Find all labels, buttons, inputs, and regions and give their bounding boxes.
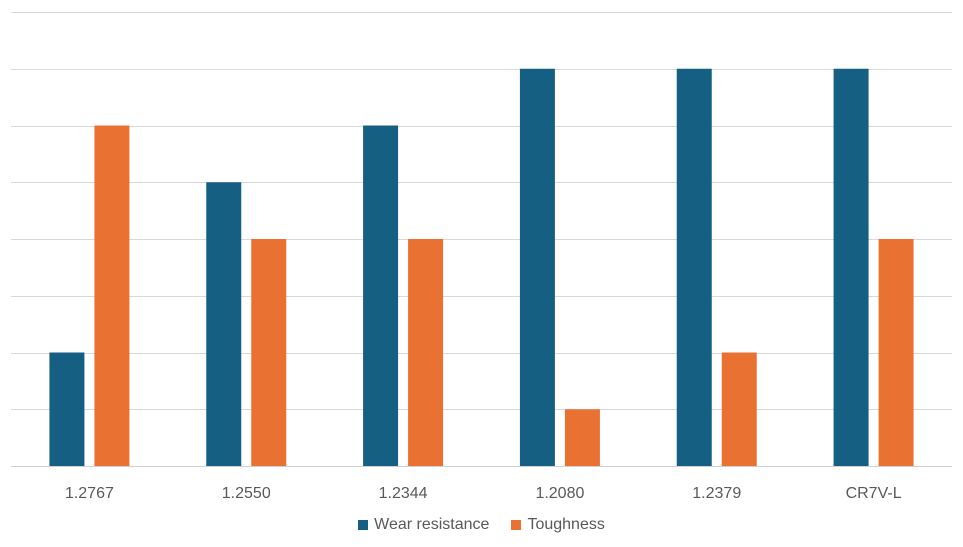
- legend-item-wear-resistance: Wear resistance: [358, 516, 489, 534]
- legend-swatch-toughness: [511, 520, 522, 530]
- bars: [49, 68, 914, 466]
- bar-wear-resistance-cr7v-l: [833, 68, 869, 466]
- bar-wear-resistance-1-2344: [363, 125, 399, 466]
- legend-label-toughness: Toughness: [527, 516, 605, 533]
- bar-wear-resistance-1-2767: [49, 352, 85, 466]
- bar-wear-resistance-1-2379: [676, 68, 712, 466]
- bar-wear-resistance-1-2080: [519, 68, 555, 466]
- bar-toughness-1-2550: [251, 239, 287, 466]
- x-tick-label: 1.2344: [379, 485, 428, 502]
- x-tick-label: 1.2550: [222, 485, 271, 502]
- bar-toughness-1-2767: [94, 125, 130, 466]
- x-tick-label: 1.2379: [692, 485, 741, 502]
- x-axis-tick-labels: 1.2767 1.2550 1.2344 1.2080 1.2379 CR7V-L: [65, 485, 902, 502]
- x-tick-label: CR7V-L: [846, 485, 902, 502]
- bar-toughness-1-2344: [408, 239, 444, 466]
- x-tick-label: 1.2080: [535, 485, 584, 502]
- bar-toughness-cr7v-l: [878, 239, 914, 466]
- legend-swatch-wear-resistance: [358, 520, 369, 530]
- bar-wear-resistance-1-2550: [206, 182, 242, 466]
- bar-toughness-1-2080: [564, 409, 600, 466]
- legend-item-toughness: Toughness: [511, 516, 605, 534]
- legend: Wear resistance Toughness: [0, 516, 963, 534]
- gridlines: [11, 12, 952, 467]
- legend-label-wear-resistance: Wear resistance: [374, 516, 490, 533]
- x-tick-label: 1.2767: [65, 485, 114, 502]
- bar-toughness-1-2379: [721, 352, 757, 466]
